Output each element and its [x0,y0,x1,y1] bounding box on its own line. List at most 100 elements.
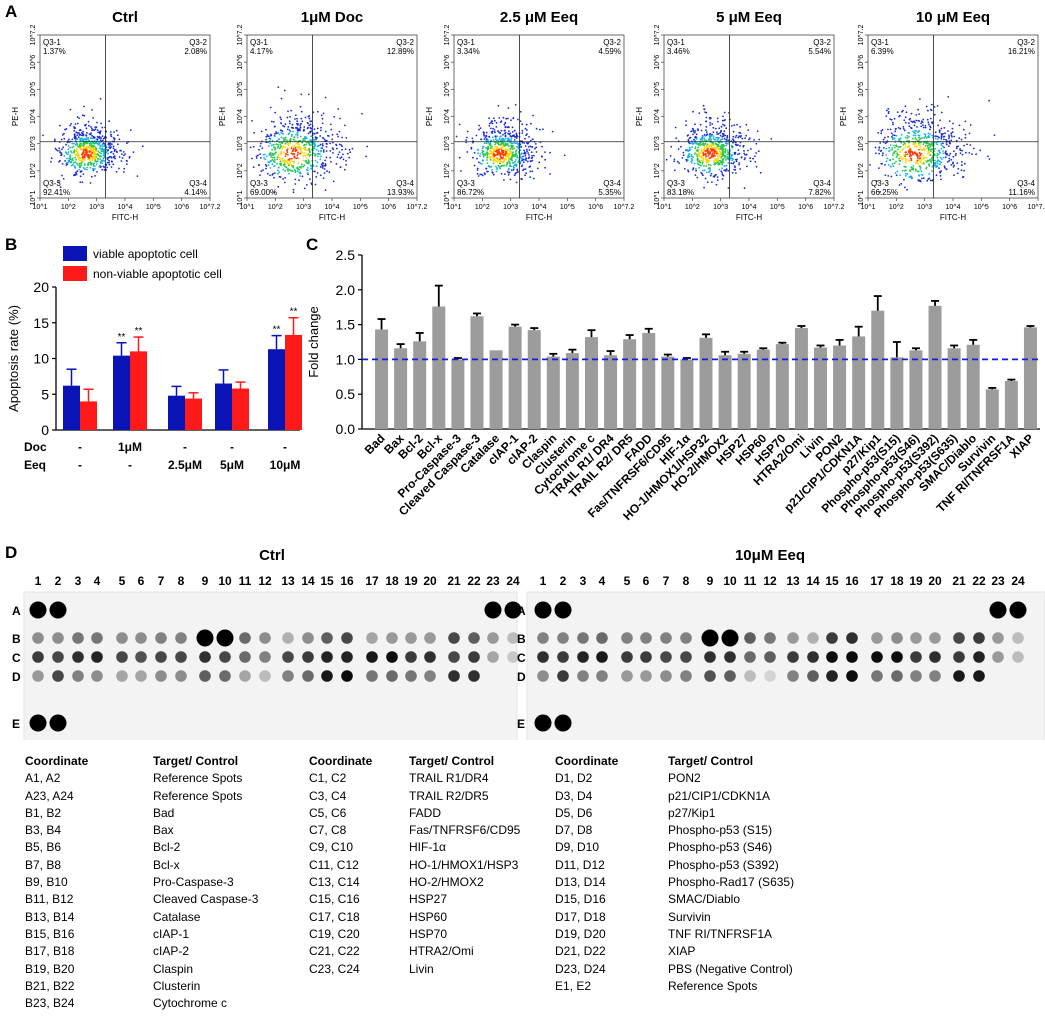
scatter-point [288,120,291,123]
scatter-point [93,137,95,140]
scatter-point [706,161,709,163]
scatter-point [935,174,938,177]
array-spot [405,632,417,644]
y-tick-label: 20 [33,279,49,295]
scatter-point [943,127,946,129]
scatter-point [894,128,897,131]
scatter-point [486,159,488,161]
bar [527,330,541,429]
scatter-point [940,127,943,130]
reference-spot [534,601,552,619]
scatter-point [928,153,931,156]
scatter-point [519,161,522,164]
scatter-point [74,135,77,138]
scatter-point [50,157,53,160]
scatter-point [715,136,717,139]
scatter-point [502,154,505,157]
scatter-point [732,139,735,142]
scatter-point [319,143,322,146]
scatter-point [82,166,85,169]
scatter-point [699,155,701,158]
scatter-point [722,123,724,126]
array-spot [891,651,903,663]
scatter-point [89,161,91,164]
array-spot [155,632,167,644]
scatter-point [84,153,87,156]
scatter-point [945,168,947,170]
scatter-point [89,146,92,149]
scatter-point [924,159,927,162]
array-spot [366,632,378,644]
scatter-point [993,134,996,137]
scatter-point [283,159,286,162]
scatter-point [917,162,920,165]
scatter-point [916,155,919,158]
scatter-point [69,154,72,157]
scatter-point [122,171,125,173]
target-cell: Bad [153,805,175,820]
scatter-point [77,132,80,134]
scatter-point [692,110,694,113]
scatter-point [887,128,889,131]
scatter-point [75,131,78,134]
scatter-point [698,112,701,114]
array-spot [468,632,480,644]
scatter-point [89,182,92,184]
scatter-point [495,121,498,124]
scatter-point [294,171,297,174]
scatter-point [690,155,693,158]
scatter-point [69,146,72,149]
scatter-point [934,147,936,150]
array-spot [929,670,941,682]
scatter-point [908,125,911,128]
scatter-point [887,107,890,110]
scatter-point [77,153,80,156]
scatter-point [499,135,502,138]
scatter-point [714,146,717,149]
scatter-point [700,159,703,162]
scatter-point [909,157,912,160]
plot-title: 1μM Doc [301,9,364,26]
scatter-point [109,151,112,154]
scatter-point [926,152,929,155]
array-spot [487,632,499,644]
scatter-point [319,166,322,168]
scatter-point [81,114,84,117]
array-membrane [526,591,1045,740]
y-tick-label: 10^5 [237,82,244,97]
scatter-point [294,178,297,181]
scatter-point [694,136,697,139]
table-col-coord-3: Coordinate D1, D2 D3, D4 D5, D6 D7, D8 D9, D… [555,753,618,995]
scatter-point [499,147,502,150]
scatter-point [939,156,942,159]
scatter-point [936,143,938,146]
scatter-point [702,104,705,107]
array-spot [826,670,838,682]
scatter-point [92,150,95,153]
scatter-point [907,131,910,134]
quadrant-percent: 66.25% [871,188,898,197]
scatter-point [78,168,81,171]
scatter-point [963,144,965,147]
scatter-point [695,133,698,136]
scatter-point [495,165,497,168]
scatter-point [927,123,930,126]
scatter-point [458,156,461,159]
scatter-point [317,150,320,153]
scatter-point [82,142,85,145]
scatter-point [918,136,920,139]
scatter-point [345,163,347,166]
scatter-point [898,184,901,186]
bar [871,310,885,429]
scatter-point [73,151,75,154]
scatter-point [116,134,119,137]
scatter-point [910,112,913,115]
scatter-point [918,174,920,177]
scatter-point [887,112,890,115]
x-tick-label: 10^1 [861,204,876,211]
scatter-point [88,154,90,157]
scatter-point [879,150,882,153]
scatter-point [944,132,946,135]
scatter-point [692,128,695,131]
scatter-point [297,151,299,154]
